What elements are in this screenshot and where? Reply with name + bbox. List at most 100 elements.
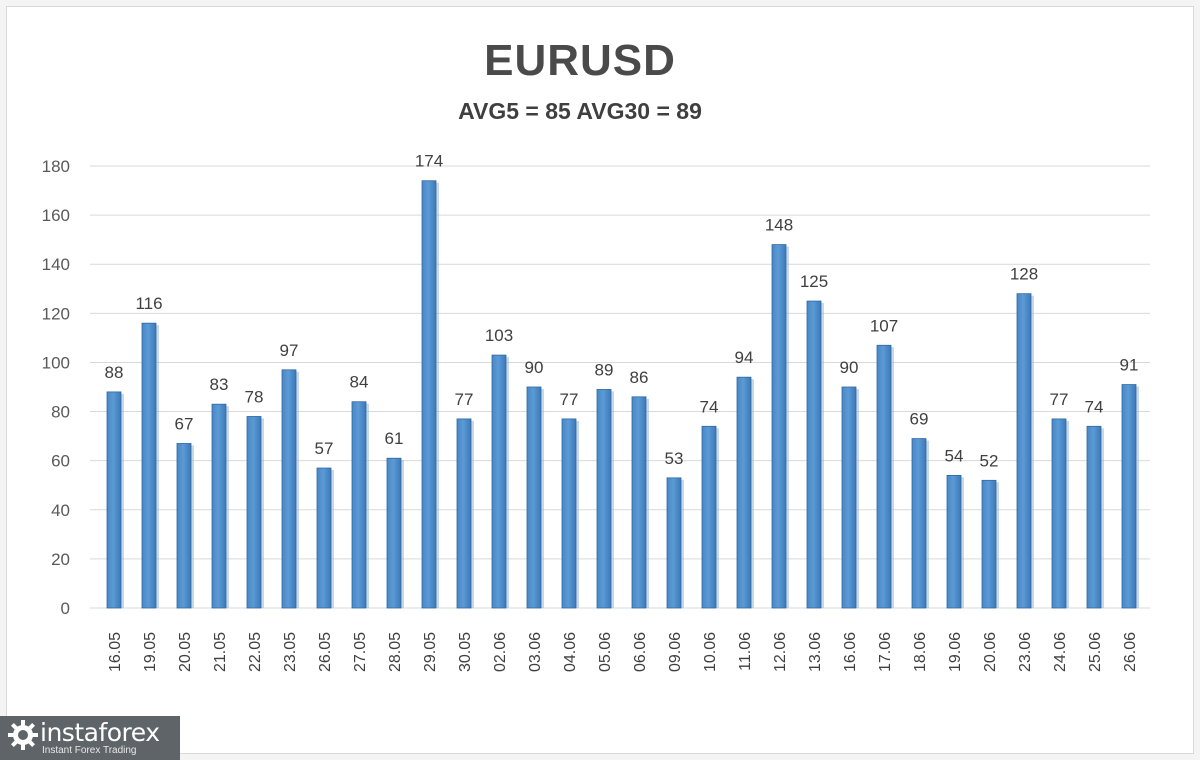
x-tick-label: 20.06 xyxy=(982,632,999,672)
bar xyxy=(631,396,647,609)
bar xyxy=(421,180,437,609)
x-tick-label: 22.05 xyxy=(247,632,264,672)
x-tick-label: 06.06 xyxy=(632,632,649,672)
bar xyxy=(561,418,577,609)
x-tick-label: 26.05 xyxy=(317,632,334,672)
bar xyxy=(1051,418,1067,609)
x-tick-label: 27.05 xyxy=(352,632,369,672)
data-label: 148 xyxy=(765,216,793,235)
x-tick-label: 19.06 xyxy=(947,632,964,672)
bar xyxy=(736,376,752,609)
data-label: 88 xyxy=(105,363,124,382)
data-label: 84 xyxy=(350,373,369,392)
data-label: 54 xyxy=(945,446,964,465)
x-tick-label: 21.05 xyxy=(212,632,229,672)
bar xyxy=(1086,425,1102,609)
y-tick-label: 0 xyxy=(61,599,70,618)
data-label: 94 xyxy=(735,348,754,367)
data-label: 97 xyxy=(280,341,299,360)
bar xyxy=(911,438,927,609)
data-label: 78 xyxy=(245,387,264,406)
bar xyxy=(596,389,612,609)
x-tick-label: 20.05 xyxy=(177,632,194,672)
data-label: 86 xyxy=(630,368,649,387)
bar xyxy=(841,386,857,609)
x-tick-label: 19.05 xyxy=(142,632,159,672)
x-tick-label: 10.06 xyxy=(702,632,719,672)
data-label: 74 xyxy=(700,397,719,416)
chart-subtitle: AVG5 = 85 AVG30 = 89 xyxy=(458,98,702,124)
bar xyxy=(246,416,262,609)
y-tick-label: 20 xyxy=(51,550,70,569)
y-tick-label: 120 xyxy=(42,304,70,323)
bar xyxy=(526,386,542,609)
x-tick-label: 23.06 xyxy=(1017,632,1034,672)
y-tick-label: 80 xyxy=(51,403,70,422)
data-label: 116 xyxy=(135,294,162,313)
chart-frame xyxy=(6,6,1194,754)
x-tick-label: 16.05 xyxy=(107,632,124,672)
chart-title: EURUSD xyxy=(484,36,676,85)
bar xyxy=(141,322,157,609)
bar xyxy=(666,477,682,609)
x-tick-label: 02.06 xyxy=(492,632,509,672)
x-tick-label: 30.05 xyxy=(457,632,474,672)
gear-logo-icon xyxy=(8,720,38,750)
data-label: 91 xyxy=(1120,356,1139,375)
x-tick-label: 25.06 xyxy=(1087,632,1104,672)
bar xyxy=(946,474,962,609)
x-tick-label: 04.06 xyxy=(562,632,579,672)
data-label: 103 xyxy=(485,326,513,345)
bar xyxy=(351,401,367,609)
bar xyxy=(386,457,402,609)
data-label: 125 xyxy=(800,272,828,291)
x-tick-label: 09.06 xyxy=(667,632,684,672)
y-tick-label: 40 xyxy=(51,501,70,520)
bar xyxy=(176,443,192,609)
bar xyxy=(491,354,507,609)
data-label: 67 xyxy=(175,414,194,433)
data-label: 90 xyxy=(840,358,859,377)
data-label: 83 xyxy=(210,375,229,394)
data-label: 89 xyxy=(595,360,614,379)
x-tick-label: 16.06 xyxy=(842,632,859,672)
data-label: 57 xyxy=(315,439,334,458)
x-tick-label: 28.05 xyxy=(387,632,404,672)
instaforex-logo: instaforex Instant Forex Trading xyxy=(0,716,180,760)
y-tick-label: 100 xyxy=(42,353,70,372)
data-label: 174 xyxy=(415,152,443,171)
x-tick-label: 18.06 xyxy=(912,632,929,672)
y-tick-label: 180 xyxy=(42,157,70,176)
data-label: 74 xyxy=(1085,397,1104,416)
logo-tagline: Instant Forex Trading xyxy=(42,745,137,756)
x-tick-label: 23.05 xyxy=(282,632,299,672)
bar xyxy=(1016,293,1032,609)
bar xyxy=(106,391,122,609)
data-label: 107 xyxy=(870,316,898,335)
bar xyxy=(876,344,892,609)
bar xyxy=(701,425,717,609)
bar xyxy=(981,479,997,609)
y-tick-label: 140 xyxy=(42,255,70,274)
x-tick-label: 05.06 xyxy=(597,632,614,672)
x-tick-label: 13.06 xyxy=(807,632,824,672)
y-tick-label: 160 xyxy=(42,206,70,225)
data-label: 53 xyxy=(665,449,684,468)
data-label: 90 xyxy=(525,358,544,377)
data-label: 61 xyxy=(385,429,404,448)
bar xyxy=(771,244,787,609)
bar xyxy=(211,403,227,609)
x-tick-label: 26.06 xyxy=(1122,632,1139,672)
bar xyxy=(316,467,332,609)
data-label: 77 xyxy=(455,390,474,409)
data-label: 128 xyxy=(1010,265,1038,284)
bar xyxy=(281,369,297,609)
x-tick-label: 24.06 xyxy=(1052,632,1069,672)
x-tick-label: 29.05 xyxy=(422,632,439,672)
data-label: 77 xyxy=(1050,390,1069,409)
x-tick-label: 12.06 xyxy=(772,632,789,672)
data-label: 77 xyxy=(560,390,579,409)
data-label: 69 xyxy=(910,410,929,429)
x-tick-label: 17.06 xyxy=(877,632,894,672)
